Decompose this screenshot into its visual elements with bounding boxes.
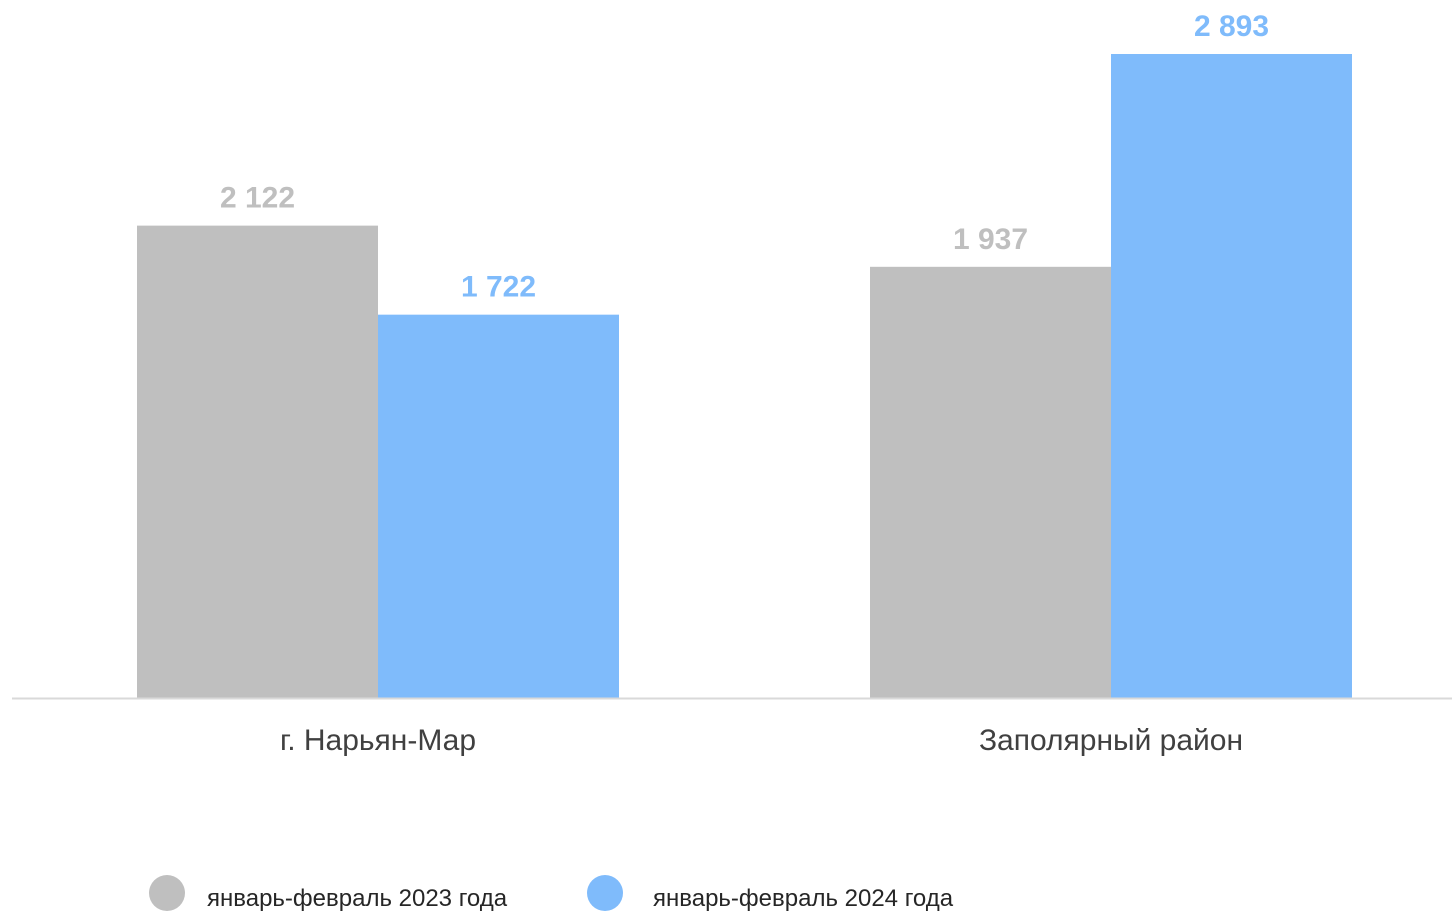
legend-marker [149, 875, 185, 911]
data-label: 1 937 [953, 223, 1028, 256]
bars-layer [137, 54, 1352, 698]
bar-2-series-2 [1111, 54, 1352, 698]
data-label: 2 122 [220, 182, 295, 215]
legend-label: январь-февраль 2023 года [207, 885, 508, 912]
data-label: 2 893 [1194, 10, 1269, 43]
bar-1-series-2 [378, 314, 619, 698]
bar-2-series-1 [870, 266, 1111, 698]
legend-label: январь-февраль 2024 года [653, 885, 954, 912]
legend: январь-февраль 2023 года январь-февраль 2… [149, 875, 954, 912]
data-label: 1 722 [461, 271, 536, 304]
bar-1-series-1 [137, 225, 378, 698]
category-label: г. Нарьян-Мар [280, 724, 476, 757]
category-label: Заполярный район [979, 724, 1243, 757]
value-labels-layer: 2 122 1 722 1 937 2 893 [220, 10, 1269, 304]
category-labels-layer: г. Нарьян-Мар Заполярный район [280, 724, 1243, 757]
legend-marker [587, 875, 623, 911]
